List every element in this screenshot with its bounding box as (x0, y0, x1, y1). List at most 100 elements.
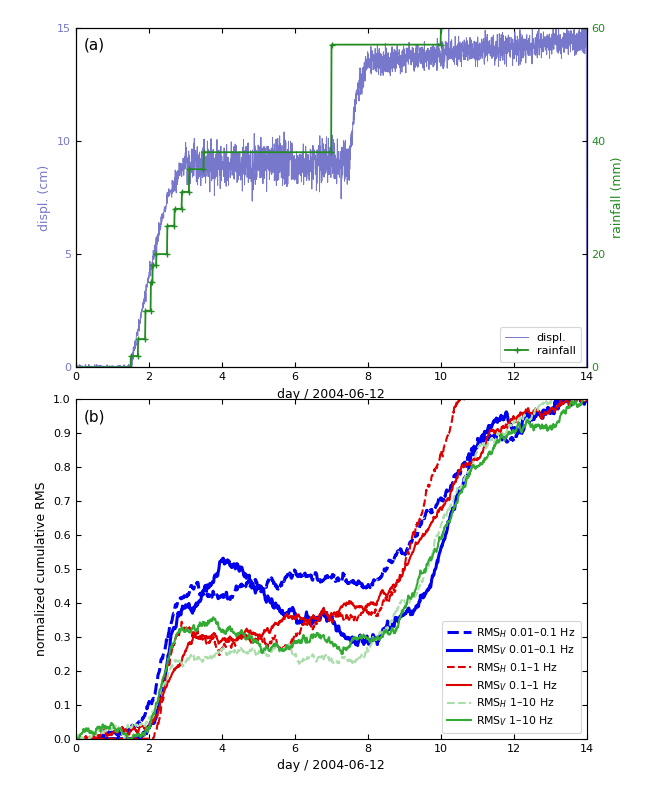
Line: RMS$_H$ 0.01–0.1 Hz: RMS$_H$ 0.01–0.1 Hz (76, 397, 587, 739)
rainfall (200, 148, 208, 157)
displ. (552, 23, 560, 32)
rainfall (583, 23, 590, 32)
RMS$_H$ 1–10 Hz (196, 654, 204, 664)
displ. (161, 202, 169, 212)
rainfall (178, 187, 186, 197)
RMS$_V$ 1–10 Hz (486, 449, 494, 458)
RMS$_H$ 1–10 Hz (561, 381, 569, 390)
rainfall (178, 204, 186, 213)
Line: RMS$_H$ 0.1–1 Hz: RMS$_H$ 0.1–1 Hz (76, 366, 587, 739)
rainfall (152, 250, 160, 259)
RMS$_V$ 1–10 Hz (72, 734, 80, 743)
rainfall (170, 221, 178, 231)
RMS$_V$ 0.1–1 Hz (340, 600, 348, 609)
RMS$_V$ 0.01–0.1 Hz (486, 422, 494, 431)
rainfall (328, 148, 335, 157)
displ. (583, 363, 590, 372)
Y-axis label: normalized cumulative RMS: normalized cumulative RMS (35, 481, 47, 656)
rainfall (134, 334, 142, 344)
rainfall (142, 306, 150, 315)
Text: (b): (b) (84, 409, 105, 424)
RMS$_V$ 0.01–0.1 Hz (575, 385, 583, 394)
RMS$_V$ 1–10 Hz (583, 394, 590, 404)
rainfall (185, 187, 193, 197)
Line: rainfall: rainfall (72, 24, 590, 371)
rainfall (141, 334, 149, 344)
RMS$_H$ 0.01–0.1 Hz (573, 392, 581, 401)
rainfall (200, 164, 208, 174)
rainfall (134, 352, 142, 361)
rainfall (163, 250, 171, 259)
displ. (268, 162, 275, 171)
displ. (518, 43, 526, 53)
RMS$_H$ 1–10 Hz (486, 435, 494, 445)
RMS$_V$ 0.01–0.1 Hz (583, 394, 590, 404)
Line: RMS$_V$ 0.01–0.1 Hz: RMS$_V$ 0.01–0.1 Hz (76, 389, 587, 739)
RMS$_V$ 0.1–1 Hz (574, 392, 582, 401)
RMS$_H$ 0.1–1 Hz (308, 623, 316, 633)
RMS$_H$ 0.01–0.1 Hz (486, 431, 494, 441)
rainfall (437, 23, 445, 32)
rainfall (149, 261, 157, 270)
RMS$_V$ 0.1–1 Hz (575, 393, 583, 403)
RMS$_H$ 0.01–0.1 Hz (72, 734, 80, 743)
RMS$_H$ 0.1–1 Hz (534, 361, 542, 371)
RMS$_H$ 0.01–0.1 Hz (248, 583, 256, 592)
Line: RMS$_V$ 0.1–1 Hz: RMS$_V$ 0.1–1 Hz (76, 397, 587, 739)
RMS$_V$ 0.1–1 Hz (72, 734, 80, 743)
RMS$_H$ 0.1–1 Hz (583, 394, 590, 404)
rainfall (171, 204, 179, 213)
displ. (72, 363, 80, 372)
RMS$_H$ 0.01–0.1 Hz (196, 589, 204, 599)
Legend: displ., rainfall: displ., rainfall (500, 327, 581, 362)
RMS$_H$ 0.1–1 Hz (340, 615, 348, 625)
RMS$_H$ 1–10 Hz (308, 652, 316, 661)
RMS$_H$ 0.1–1 Hz (248, 636, 256, 645)
RMS$_V$ 0.1–1 Hz (486, 426, 494, 435)
rainfall (148, 277, 156, 287)
rainfall (163, 221, 171, 231)
displ. (72, 361, 80, 371)
rainfall (127, 352, 135, 361)
rainfall (147, 277, 155, 287)
RMS$_V$ 0.1–1 Hz (583, 394, 590, 404)
RMS$_V$ 1–10 Hz (308, 630, 316, 639)
displ. (290, 175, 298, 184)
RMS$_H$ 0.1–1 Hz (196, 631, 204, 641)
RMS$_H$ 0.01–0.1 Hz (583, 394, 590, 404)
RMS$_H$ 0.01–0.1 Hz (340, 570, 348, 579)
rainfall (328, 40, 335, 49)
RMS$_V$ 0.1–1 Hz (248, 629, 256, 638)
RMS$_V$ 0.01–0.1 Hz (72, 734, 80, 743)
RMS$_H$ 0.1–1 Hz (72, 734, 80, 743)
RMS$_V$ 0.01–0.1 Hz (196, 596, 204, 605)
rainfall (152, 261, 160, 270)
RMS$_H$ 1–10 Hz (248, 645, 256, 655)
rainfall (72, 363, 80, 372)
Line: RMS$_H$ 1–10 Hz: RMS$_H$ 1–10 Hz (76, 386, 587, 739)
rainfall (437, 40, 445, 49)
Line: displ.: displ. (76, 28, 587, 367)
Legend: RMS$_H$ 0.01–0.1 Hz, RMS$_V$ 0.01–0.1 Hz, RMS$_H$ 0.1–1 Hz, RMS$_V$ 0.1–1 Hz, RM: RMS$_H$ 0.01–0.1 Hz, RMS$_V$ 0.01–0.1 Hz… (442, 621, 581, 733)
rainfall (127, 363, 134, 372)
Line: RMS$_V$ 1–10 Hz: RMS$_V$ 1–10 Hz (76, 396, 587, 739)
RMS$_V$ 0.1–1 Hz (308, 612, 316, 622)
RMS$_V$ 0.1–1 Hz (196, 631, 204, 641)
X-axis label: day / 2004-06-12: day / 2004-06-12 (277, 759, 385, 772)
RMS$_H$ 0.01–0.1 Hz (575, 393, 583, 402)
RMS$_H$ 1–10 Hz (583, 394, 590, 404)
RMS$_H$ 0.1–1 Hz (486, 371, 494, 380)
Text: (a): (a) (84, 38, 105, 53)
Y-axis label: displ. (cm): displ. (cm) (38, 164, 51, 231)
displ. (130, 342, 138, 352)
Y-axis label: rainfall (mm): rainfall (mm) (611, 156, 624, 239)
RMS$_V$ 1–10 Hz (340, 643, 348, 653)
RMS$_V$ 1–10 Hz (248, 632, 256, 641)
RMS$_V$ 0.01–0.1 Hz (248, 581, 256, 590)
rainfall (146, 306, 154, 315)
RMS$_V$ 1–10 Hz (196, 619, 204, 629)
RMS$_V$ 1–10 Hz (582, 391, 590, 401)
RMS$_V$ 1–10 Hz (575, 400, 583, 409)
RMS$_H$ 0.1–1 Hz (575, 389, 583, 399)
RMS$_H$ 1–10 Hz (340, 653, 348, 662)
